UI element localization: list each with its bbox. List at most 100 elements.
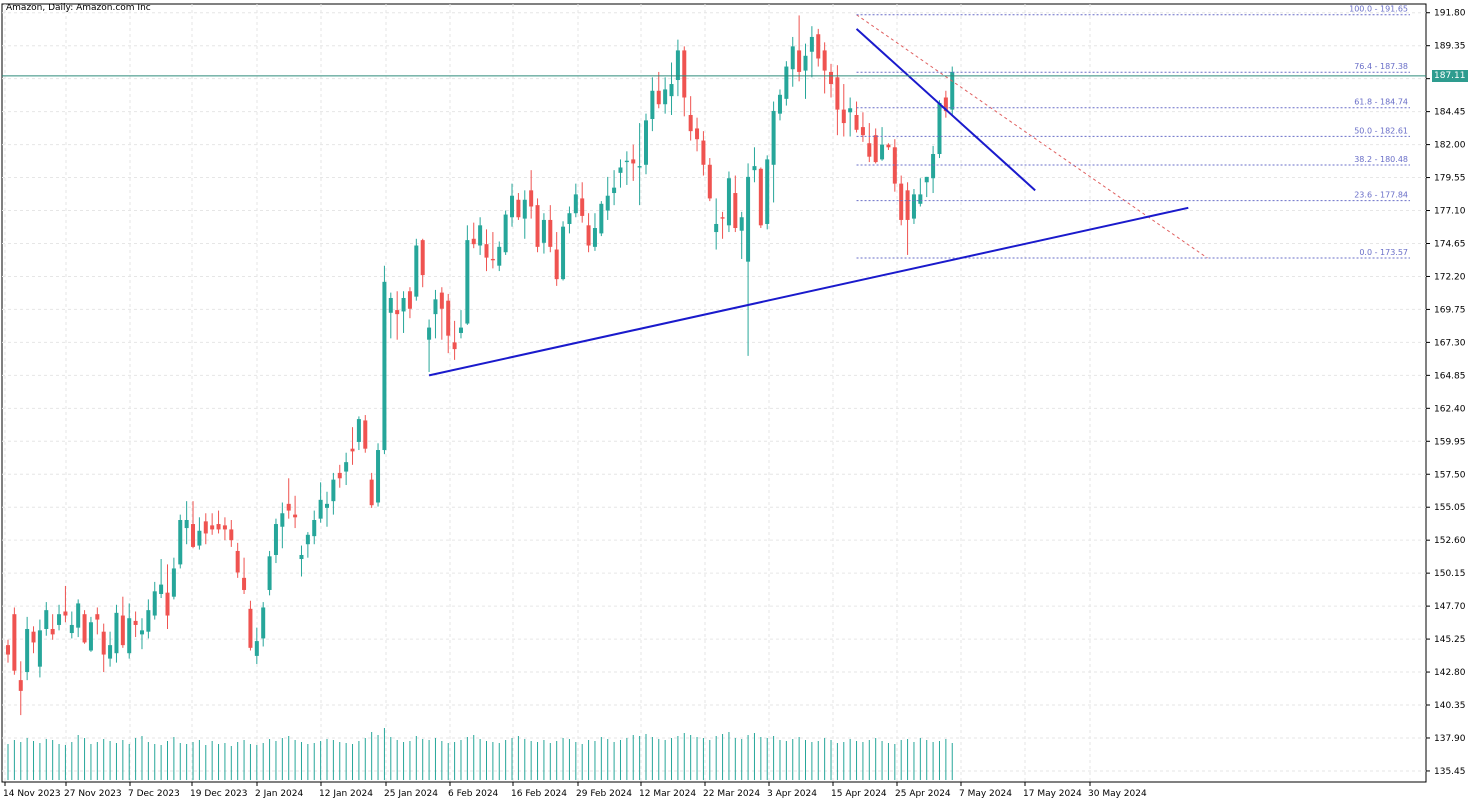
candle-body[interactable] [159, 584, 164, 595]
candle-body[interactable] [510, 195, 515, 218]
candle-body[interactable] [299, 554, 304, 560]
candle-body[interactable] [108, 645, 113, 659]
candle-body[interactable] [797, 50, 802, 72]
candle-body[interactable] [873, 135, 878, 163]
candle-body[interactable] [771, 110, 776, 165]
candle-body[interactable] [203, 521, 208, 534]
candle-body[interactable] [133, 620, 138, 625]
candle-body[interactable] [841, 109, 846, 124]
candle-body[interactable] [803, 55, 808, 71]
candle-body[interactable] [688, 114, 693, 132]
candle-body[interactable] [541, 219, 546, 243]
candle-body[interactable] [739, 217, 744, 231]
candle-body[interactable] [669, 84, 674, 97]
candle-body[interactable] [605, 195, 610, 211]
candle-body[interactable] [210, 525, 215, 530]
candle-body[interactable] [363, 420, 368, 449]
candle-body[interactable] [120, 615, 125, 646]
candle-body[interactable] [535, 205, 540, 247]
resistance-trendline[interactable] [855, 28, 1036, 192]
candle-body[interactable] [765, 159, 770, 224]
candle-body[interactable] [637, 166, 642, 168]
candle-body[interactable] [784, 66, 789, 99]
candle-body[interactable] [76, 603, 81, 628]
candle-body[interactable] [682, 50, 687, 98]
candle-body[interactable] [656, 90, 661, 105]
candle-body[interactable] [618, 167, 623, 173]
candle-body[interactable] [548, 219, 553, 247]
candle-body[interactable] [624, 160, 629, 163]
candle-body[interactable] [631, 159, 636, 164]
candle-body[interactable] [446, 300, 451, 336]
candle-body[interactable] [937, 102, 942, 155]
candle-body[interactable] [31, 631, 36, 643]
candle-body[interactable] [50, 628, 55, 635]
candle-body[interactable] [720, 217, 725, 219]
candle-body[interactable] [171, 568, 176, 597]
candle-body[interactable] [829, 71, 834, 85]
candle-body[interactable] [516, 199, 521, 218]
candle-body[interactable] [911, 194, 916, 219]
candle-body[interactable] [663, 89, 668, 105]
candle-body[interactable] [809, 36, 814, 52]
candle-body[interactable] [63, 611, 68, 616]
candle-body[interactable] [599, 203, 604, 234]
candle-body[interactable] [612, 187, 617, 194]
candle-body[interactable] [305, 534, 310, 545]
candle-body[interactable] [567, 213, 572, 224]
candle-body[interactable] [822, 50, 827, 71]
candle-body[interactable] [854, 114, 859, 130]
candle-body[interactable] [905, 190, 910, 220]
candle-body[interactable] [235, 550, 240, 573]
candle-body[interactable] [152, 591, 157, 616]
candle-body[interactable] [6, 645, 10, 655]
candle-body[interactable] [44, 610, 49, 629]
candle-body[interactable] [273, 524, 278, 555]
candle-body[interactable] [758, 168, 763, 226]
candle-body[interactable] [382, 281, 387, 451]
candle-body[interactable] [229, 529, 234, 541]
candle-body[interactable] [312, 520, 317, 537]
candle-body[interactable] [554, 249, 559, 280]
candle-body[interactable] [114, 612, 119, 654]
candle-body[interactable] [350, 448, 355, 452]
candle-body[interactable] [184, 520, 189, 529]
candle-body[interactable] [561, 226, 566, 280]
candle-body[interactable] [439, 292, 444, 309]
candle-body[interactable] [197, 530, 202, 546]
candle-body[interactable] [790, 46, 795, 70]
candle-body[interactable] [267, 556, 272, 590]
candle-body[interactable] [471, 238, 476, 245]
candle-body[interactable] [216, 524, 221, 530]
candle-body[interactable] [318, 499, 323, 519]
candle-body[interactable] [867, 143, 872, 157]
candle-body[interactable] [899, 183, 904, 220]
candle-body[interactable] [191, 524, 196, 547]
candle-body[interactable] [37, 630, 42, 667]
candle-body[interactable] [57, 614, 62, 625]
candle-body[interactable] [293, 514, 298, 518]
candle-body[interactable] [248, 608, 253, 648]
candle-body[interactable] [356, 419, 361, 442]
candle-body[interactable] [950, 71, 955, 110]
candle-body[interactable] [420, 240, 425, 276]
candle-body[interactable] [101, 631, 106, 655]
candle-body[interactable] [943, 97, 948, 111]
candle-body[interactable] [95, 614, 100, 620]
candle-body[interactable] [369, 479, 374, 506]
candle-body[interactable] [139, 630, 144, 635]
candle-body[interactable] [816, 34, 821, 59]
candle-body[interactable] [261, 607, 266, 639]
candle-body[interactable] [458, 327, 463, 333]
candle-body[interactable] [714, 223, 719, 233]
candle-body[interactable] [178, 520, 183, 565]
candle-body[interactable] [127, 618, 132, 654]
candle-body[interactable] [286, 503, 291, 511]
candle-body[interactable] [325, 503, 329, 508]
candle-body[interactable] [12, 614, 17, 671]
candle-body[interactable] [860, 127, 865, 136]
candle-body[interactable] [222, 525, 227, 530]
candle-body[interactable] [701, 140, 706, 165]
